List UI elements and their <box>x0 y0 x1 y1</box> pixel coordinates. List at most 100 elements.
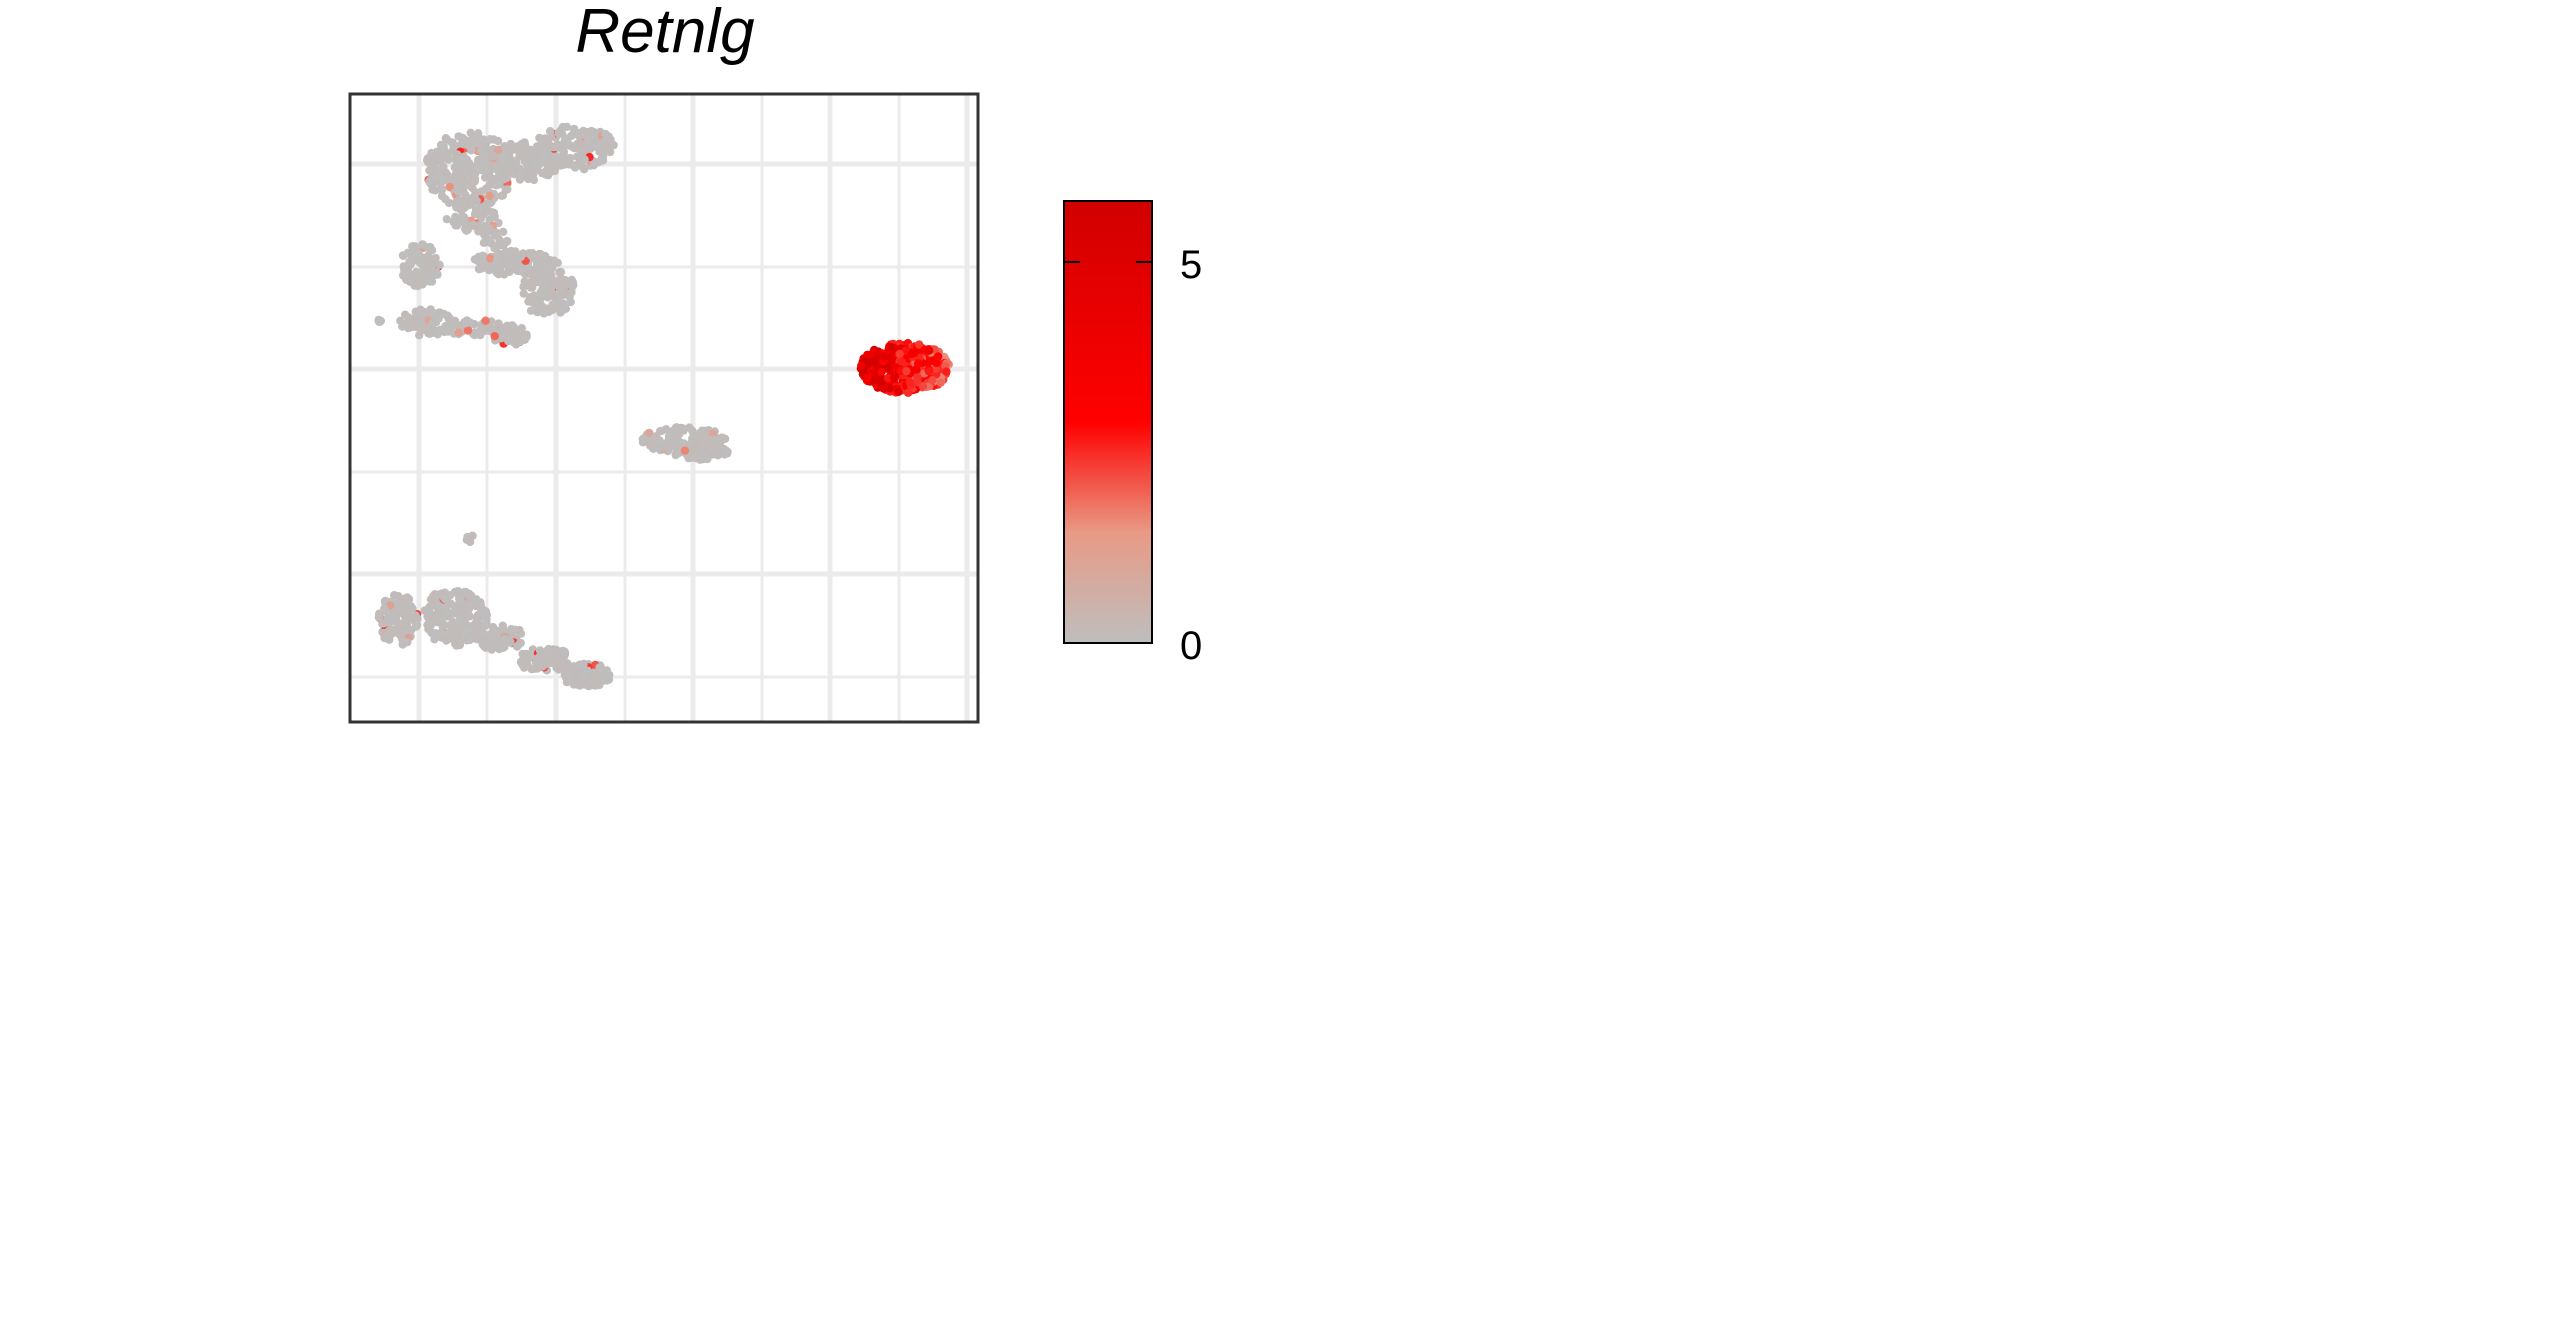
data-point <box>654 443 663 452</box>
data-point <box>410 242 420 251</box>
data-point <box>516 143 525 152</box>
data-point <box>663 443 672 453</box>
data-point <box>539 153 549 163</box>
data-point <box>602 142 611 151</box>
data-point <box>490 332 499 341</box>
data-point <box>470 134 479 143</box>
data-point <box>519 249 528 258</box>
data-point <box>437 185 446 195</box>
data-point <box>493 145 503 155</box>
data-point <box>942 367 951 376</box>
data-point <box>437 629 447 639</box>
data-point <box>396 316 405 325</box>
data-point <box>546 648 555 657</box>
data-point <box>390 591 399 600</box>
data-point <box>503 165 512 174</box>
data-point <box>516 265 526 274</box>
data-point <box>695 455 705 464</box>
colorbar-tick-label: 5 <box>1180 243 1202 287</box>
data-point <box>576 660 585 669</box>
data-point <box>530 162 539 172</box>
data-point <box>399 618 408 628</box>
data-point <box>520 157 530 166</box>
data-point <box>913 372 922 381</box>
data-point <box>548 655 557 664</box>
data-point <box>428 154 438 164</box>
data-point <box>887 356 896 365</box>
data-point <box>918 382 928 391</box>
data-point <box>401 596 411 606</box>
data-point <box>419 265 429 274</box>
data-point <box>490 228 499 237</box>
data-point <box>428 319 437 328</box>
data-point <box>470 177 479 186</box>
data-point <box>441 607 450 616</box>
data-point <box>560 157 569 167</box>
data-point <box>535 133 544 143</box>
data-point <box>498 643 508 652</box>
data-point <box>486 254 495 263</box>
data-point <box>720 434 730 443</box>
data-point <box>447 619 456 629</box>
data-point <box>477 636 486 645</box>
data-point <box>507 625 516 634</box>
data-point <box>560 647 569 656</box>
data-point <box>507 156 517 165</box>
data-point <box>709 435 718 444</box>
data-point <box>429 174 438 183</box>
data-point <box>480 173 490 182</box>
data-point <box>518 659 527 668</box>
data-point <box>907 349 916 359</box>
data-point <box>403 269 412 278</box>
data-point <box>379 619 388 628</box>
data-point <box>713 451 723 460</box>
data-point <box>430 590 440 599</box>
data-point <box>452 151 461 160</box>
data-point <box>462 140 471 149</box>
data-point <box>438 622 447 631</box>
data-point <box>480 166 489 175</box>
data-point <box>388 625 397 635</box>
data-point <box>595 663 604 672</box>
data-point <box>489 151 498 161</box>
data-point <box>442 169 451 178</box>
data-point <box>441 134 450 143</box>
plot-border <box>348 92 980 724</box>
data-point <box>517 324 526 333</box>
data-point <box>449 141 459 151</box>
data-point <box>484 235 494 245</box>
data-point <box>415 318 425 328</box>
data-point <box>425 166 434 175</box>
data-point <box>475 265 484 274</box>
data-point <box>532 267 542 276</box>
data-point <box>680 446 690 455</box>
data-point <box>555 268 564 277</box>
data-point <box>595 677 604 686</box>
data-point <box>488 212 498 222</box>
data-point <box>897 357 906 366</box>
data-point <box>499 175 509 184</box>
data-point <box>879 352 888 361</box>
data-point <box>430 635 439 644</box>
data-point <box>493 255 502 265</box>
data-point <box>701 442 710 451</box>
data-point <box>445 182 454 192</box>
data-point <box>556 126 565 135</box>
data-point <box>575 139 585 148</box>
data-point <box>509 323 519 332</box>
data-point <box>459 152 469 161</box>
data-point <box>458 214 467 223</box>
data-point <box>914 359 923 368</box>
data-point <box>894 387 903 396</box>
data-point <box>419 307 428 317</box>
data-point <box>426 242 435 252</box>
data-point <box>578 162 587 171</box>
data-point <box>404 323 413 333</box>
data-point <box>504 259 514 269</box>
data-point <box>456 634 465 643</box>
data-point <box>444 155 453 164</box>
data-point <box>388 614 397 623</box>
data-point <box>550 280 559 290</box>
data-point <box>553 258 562 267</box>
data-point <box>657 426 666 436</box>
